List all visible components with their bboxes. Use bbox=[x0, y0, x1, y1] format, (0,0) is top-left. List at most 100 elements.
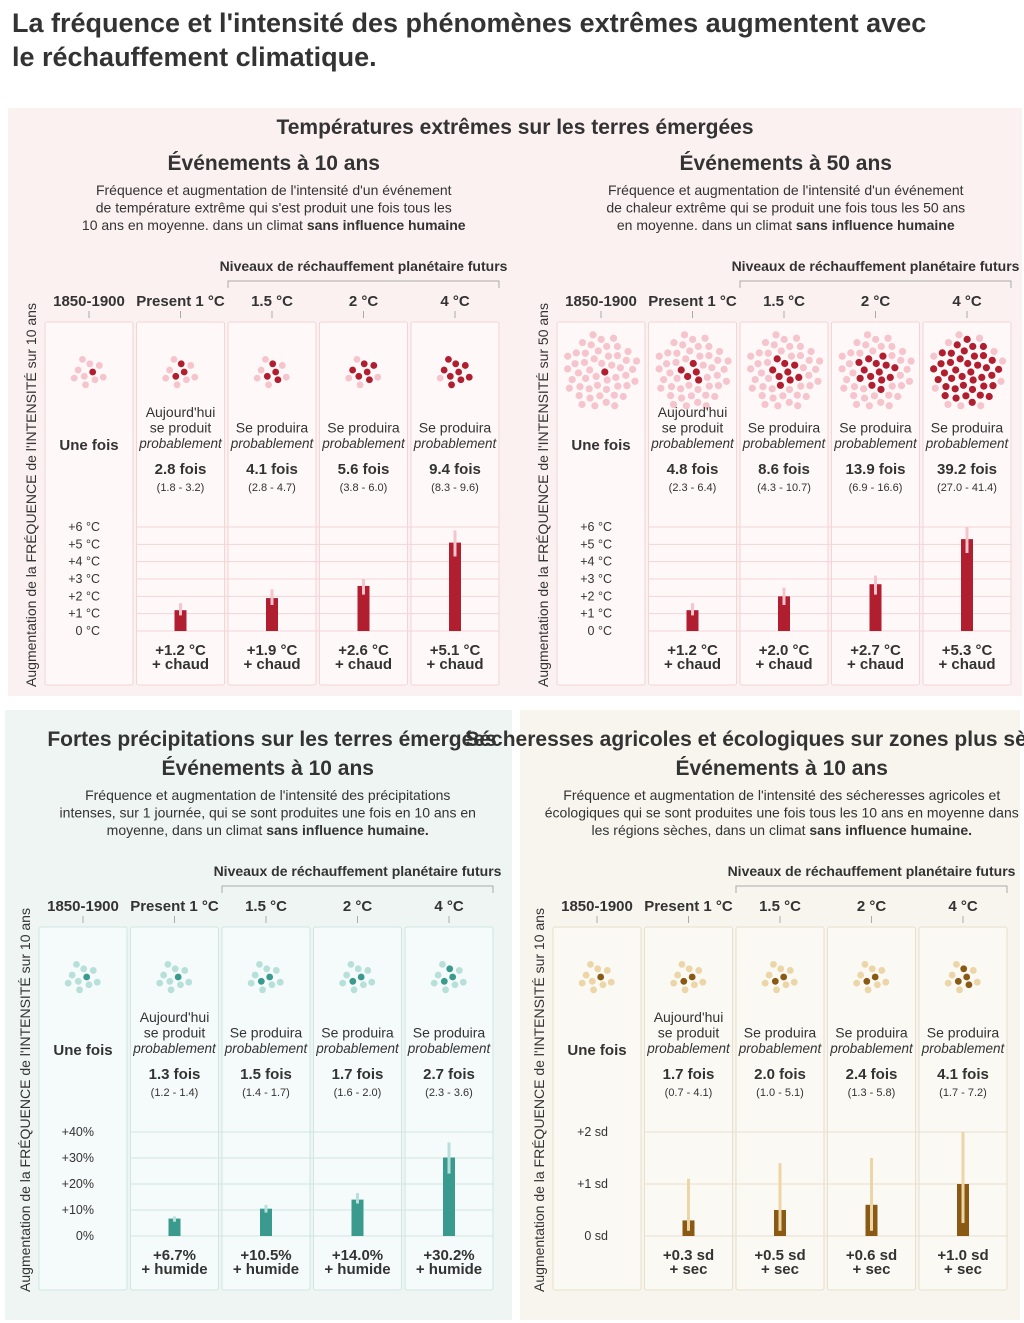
value-label: +14.0% bbox=[332, 1247, 383, 1264]
frequency-dot bbox=[985, 392, 993, 401]
value-label: +2.7 °C bbox=[850, 642, 901, 659]
column-box bbox=[130, 926, 219, 1291]
y-tick-label: +1 sd bbox=[577, 1177, 608, 1191]
column-box bbox=[319, 321, 408, 686]
bar bbox=[869, 584, 882, 631]
column-header: 1.5 °C bbox=[763, 293, 805, 310]
frequency-dot bbox=[891, 364, 899, 372]
frequency-dot bbox=[951, 385, 959, 393]
dot-background bbox=[856, 349, 864, 357]
dot-background bbox=[99, 373, 107, 381]
frequency-label: 13.9 fois bbox=[845, 461, 905, 478]
dot-background bbox=[860, 385, 868, 393]
frequency-label: 1.7 fois bbox=[663, 1066, 715, 1083]
dot-background bbox=[720, 365, 728, 373]
dot-background bbox=[593, 381, 602, 389]
dot-background bbox=[170, 355, 178, 363]
dot-background bbox=[624, 347, 632, 356]
description-bold: sans influence humaine bbox=[307, 217, 466, 233]
error-bar bbox=[362, 579, 365, 595]
dot-background bbox=[868, 965, 876, 973]
dot-background bbox=[955, 331, 963, 339]
frequency-dot bbox=[266, 973, 274, 981]
dot-background bbox=[849, 369, 857, 377]
dot-background bbox=[354, 965, 362, 973]
error-bar bbox=[453, 530, 457, 557]
dot-background bbox=[657, 384, 665, 392]
bar bbox=[260, 1208, 272, 1236]
column-box bbox=[644, 926, 733, 1291]
frequency-label: 4.1 fois bbox=[246, 461, 298, 478]
dot-background bbox=[850, 383, 859, 391]
status-emphasis: probablement bbox=[742, 436, 827, 451]
dot-background bbox=[894, 392, 902, 401]
dot-background bbox=[685, 381, 693, 389]
dot-background bbox=[853, 338, 861, 347]
dot-background bbox=[95, 362, 103, 369]
subtitle: Événements à 10 ans bbox=[676, 757, 888, 780]
frequency-dot bbox=[680, 977, 688, 985]
dot-background bbox=[350, 986, 358, 994]
dot-background bbox=[857, 971, 865, 979]
dot-background bbox=[669, 400, 678, 409]
dot-background bbox=[840, 384, 848, 392]
frequency-dot bbox=[457, 376, 465, 384]
dot-background bbox=[677, 394, 686, 402]
dot-background bbox=[353, 355, 361, 363]
dot-background bbox=[865, 402, 873, 410]
dot-background bbox=[673, 349, 681, 357]
dot-background bbox=[877, 342, 885, 351]
dot-background bbox=[874, 981, 881, 989]
status-emphasis: probablement bbox=[132, 1041, 217, 1056]
dot-background bbox=[339, 979, 347, 987]
dot-background bbox=[948, 971, 956, 979]
dot-background bbox=[772, 331, 780, 339]
description: les régions sèches, dans un climat sans … bbox=[592, 822, 973, 838]
dot-background bbox=[770, 341, 778, 349]
frequency-dot bbox=[272, 368, 280, 376]
dot-background bbox=[872, 335, 880, 343]
effect-label: + chaud bbox=[755, 656, 812, 673]
dot-background bbox=[765, 374, 773, 382]
column-header: 1.5 °C bbox=[251, 293, 293, 310]
frequency-range: (4.3 - 10.7) bbox=[757, 482, 811, 494]
dot-background bbox=[632, 357, 641, 365]
dot-background bbox=[751, 376, 759, 384]
description: Fréquence et augmentation de l'intensité… bbox=[563, 787, 1000, 803]
column-box bbox=[410, 321, 500, 686]
dot-background bbox=[864, 986, 872, 994]
dot-background bbox=[173, 381, 181, 389]
dot-background bbox=[166, 366, 174, 374]
dot-background bbox=[973, 978, 981, 986]
frequency-label: 9.4 fois bbox=[429, 461, 481, 478]
value-label: +2.6 °C bbox=[338, 642, 389, 659]
error-bar bbox=[782, 587, 786, 605]
value-label: +2.0 °C bbox=[759, 642, 810, 659]
frequency-dot bbox=[449, 973, 457, 981]
value-label: +0.6 sd bbox=[846, 1247, 897, 1264]
dot-background bbox=[85, 981, 93, 989]
column-header: 1850-1900 bbox=[53, 293, 125, 310]
dot-background bbox=[364, 967, 372, 974]
status-text: se produit bbox=[150, 420, 212, 436]
frequency-dot bbox=[445, 355, 452, 363]
status-text: Aujourd'hui bbox=[146, 404, 216, 420]
frequency-dot bbox=[89, 368, 97, 376]
dot-background bbox=[156, 979, 164, 987]
value-label: +1.2 °C bbox=[155, 642, 206, 659]
column-header: Present 1 °C bbox=[648, 293, 737, 310]
dot-background bbox=[629, 365, 637, 373]
dot-background bbox=[884, 334, 892, 342]
dot-background bbox=[603, 376, 611, 384]
dot-background bbox=[780, 335, 788, 343]
frequency-dot bbox=[947, 349, 955, 357]
dot-background bbox=[622, 356, 630, 364]
dot-background bbox=[592, 372, 600, 381]
frequency-dot bbox=[786, 376, 794, 384]
status-emphasis: probablement bbox=[321, 436, 406, 451]
status-emphasis: probablement bbox=[921, 1041, 1006, 1056]
dot-background bbox=[64, 979, 72, 987]
effect-label: + chaud bbox=[664, 656, 721, 673]
dot-background bbox=[167, 986, 175, 994]
dot-background bbox=[682, 402, 690, 410]
